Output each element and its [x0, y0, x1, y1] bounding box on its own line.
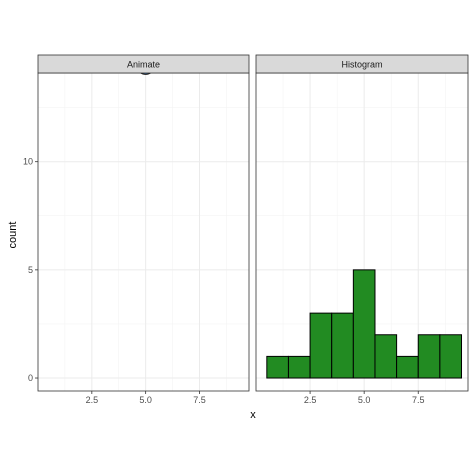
x-tick-label: 7.5	[193, 395, 206, 405]
histogram-bar	[287, 355, 311, 379]
x-axis-title: x	[250, 409, 256, 421]
x-axis: 2.5 5.0 7.5 2.5 5.0 7.5	[86, 391, 425, 405]
facet-strip	[255, 54, 469, 74]
x-tick-label: 7.5	[412, 395, 425, 405]
y-axis: 0 5 10	[23, 157, 38, 383]
histogram-bar	[352, 269, 376, 379]
facet-animate: Animate	[37, 54, 250, 392]
facet-strip-label: Histogram	[341, 60, 382, 70]
histogram-bar	[417, 334, 441, 379]
histogram-bar	[374, 334, 398, 379]
facet-panels: Animate Histogram	[37, 54, 469, 392]
y-axis-title: count	[7, 222, 19, 249]
x-tick-label: 5.0	[358, 395, 371, 405]
histogram-bar	[309, 312, 333, 379]
facet-data	[266, 269, 463, 379]
x-tick-label: 5.0	[139, 395, 152, 405]
x-tick-label: 2.5	[86, 395, 99, 405]
facet-strip-label: Animate	[127, 60, 160, 70]
panel-background	[38, 73, 249, 391]
y-tick-label: 0	[28, 373, 33, 383]
y-tick-label: 10	[23, 157, 33, 167]
facet-histogram: Histogram	[255, 54, 469, 392]
histogram-bar	[439, 334, 463, 379]
y-tick-label: 5	[28, 265, 33, 275]
facet-strip	[37, 54, 250, 74]
histogram-bar	[396, 355, 419, 379]
histogram-bar	[331, 312, 354, 379]
x-tick-label: 2.5	[304, 395, 317, 405]
histogram-bar	[266, 355, 289, 379]
